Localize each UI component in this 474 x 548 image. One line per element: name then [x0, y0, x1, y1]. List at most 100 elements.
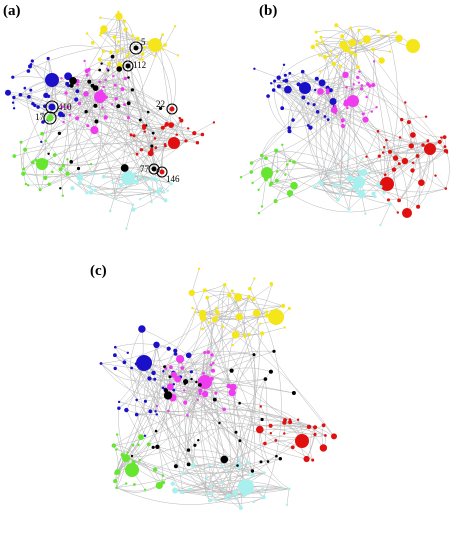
graph-node [443, 145, 447, 149]
graph-node [122, 360, 127, 365]
edge [46, 161, 88, 193]
edge [412, 141, 440, 171]
edge [278, 64, 285, 78]
edge [128, 457, 164, 476]
edge [20, 128, 95, 143]
graph-node [268, 423, 273, 428]
edge [232, 334, 245, 346]
edge [398, 170, 413, 201]
graph-node [365, 95, 368, 99]
edge [395, 137, 401, 159]
graph-node [273, 79, 277, 83]
graph-node [149, 176, 154, 181]
graph-node [161, 33, 165, 37]
graph-node [280, 106, 285, 111]
graph-node [234, 293, 243, 302]
graph-node [57, 111, 64, 117]
edge [221, 313, 260, 483]
graph-node [115, 486, 118, 489]
edge [149, 348, 169, 379]
edge [118, 344, 157, 409]
graph-node [257, 188, 260, 191]
graph-node [397, 162, 401, 166]
graph-node [338, 64, 343, 68]
graph-node [275, 454, 278, 458]
graph-node [151, 166, 157, 172]
graph-node [186, 414, 189, 417]
edge [206, 458, 281, 478]
graph-node [205, 492, 208, 496]
graph-node [155, 189, 161, 194]
graph-node [47, 182, 51, 186]
graph-node [228, 389, 236, 397]
edge [289, 131, 382, 187]
edge [333, 35, 389, 65]
graph-node [169, 182, 173, 186]
edge [86, 191, 159, 196]
graph-node [410, 132, 416, 138]
graph-node [317, 88, 324, 95]
graph-node [60, 77, 63, 80]
graph-node [326, 118, 330, 121]
graph-node [401, 157, 409, 165]
graph-node [115, 448, 118, 451]
edge [233, 354, 255, 433]
edge [258, 379, 269, 462]
graph-node [111, 443, 116, 448]
edge [316, 44, 331, 56]
graph-node [150, 201, 153, 204]
graph-node [201, 390, 209, 398]
graph-node [251, 181, 254, 185]
graph-node [395, 34, 403, 42]
graph-node [321, 423, 326, 428]
edge [131, 367, 182, 493]
graph-node [218, 421, 221, 425]
graph-node [292, 160, 296, 164]
graph-node [90, 83, 95, 88]
graph-node [313, 186, 317, 190]
graph-node [388, 202, 392, 206]
graph-node [222, 407, 226, 412]
edge [276, 150, 391, 205]
graph-node [160, 125, 165, 130]
graph-node [173, 25, 177, 28]
graph-node [110, 103, 114, 106]
hub-node [261, 167, 273, 179]
graph-node [94, 119, 99, 124]
edge [366, 131, 379, 157]
graph-node [345, 86, 348, 89]
highlight-ring [148, 163, 160, 175]
graph-node [246, 461, 250, 465]
graph-node [261, 495, 266, 500]
edge [154, 456, 225, 470]
edge [23, 56, 113, 170]
graph-node [40, 131, 44, 136]
graph-node [212, 361, 215, 365]
edge [211, 378, 265, 474]
graph-node [313, 432, 317, 437]
graph-node [185, 352, 192, 359]
graph-node [373, 195, 377, 199]
network-graph-a: 5 112 410 17 22 77 146 [5, 10, 216, 230]
graph-node [359, 87, 364, 91]
graph-node [187, 127, 190, 130]
graph-node [355, 65, 360, 70]
hub-node [94, 91, 106, 103]
edge [252, 470, 283, 488]
graph-node [123, 76, 128, 81]
edge [117, 378, 150, 473]
edge [203, 373, 313, 461]
graph-node [257, 211, 261, 215]
graph-node [159, 106, 163, 110]
graph-node [202, 371, 205, 375]
graph-node [360, 169, 368, 177]
edge [113, 408, 326, 446]
graph-node [243, 333, 247, 337]
graph-node [210, 376, 214, 381]
edge [401, 116, 427, 120]
graph-node [138, 434, 144, 441]
graph-node [229, 368, 234, 373]
edge [102, 98, 117, 108]
graph-node [97, 57, 102, 62]
edge [388, 188, 446, 201]
